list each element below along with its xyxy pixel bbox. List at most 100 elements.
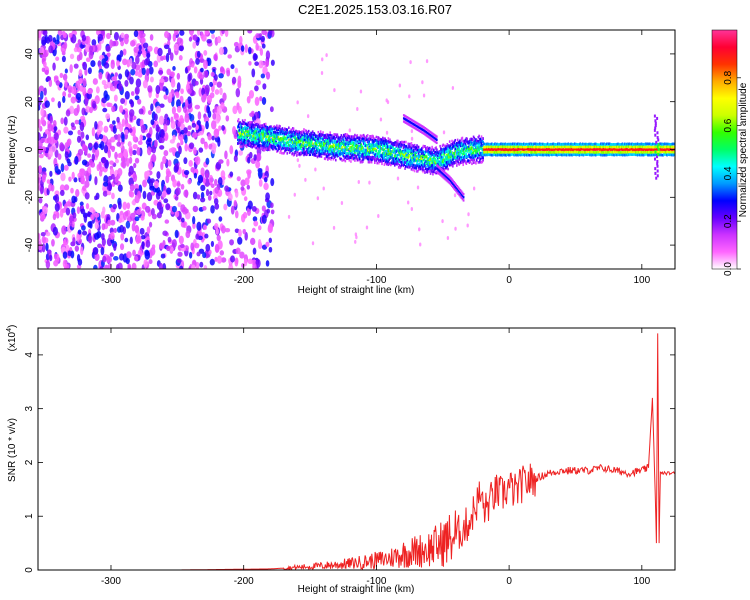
heatmap-cell [209,81,214,87]
heatmap-cell [67,130,74,136]
heatmap-cell [268,246,273,253]
heatmap-cell [331,134,333,137]
heatmap-cell [114,176,119,183]
heatmap-cell [140,124,146,134]
heatmap-cell [116,141,122,147]
heatmap-cell [316,141,319,144]
heatmap-cell [207,133,212,141]
heatmap-cell [470,140,472,144]
heatmap-cell [478,141,480,145]
heatmap-cell [105,45,111,52]
heatmap-cell [249,141,252,145]
heatmap-cell [163,123,168,133]
heatmap-cell [333,88,336,93]
heatmap-cell [138,108,144,115]
heatmap-cell [176,182,181,187]
heatmap-cell [408,145,410,149]
heatmap-cell [148,259,153,265]
heatmap-cell [146,137,152,143]
heatmap-cell [251,227,256,233]
heatmap-cell [335,134,338,138]
heatmap-cell [265,260,270,267]
heatmap-cell [62,32,67,39]
heatmap-cell [425,59,429,64]
heatmap-cell [124,237,129,243]
heatmap-cell [74,245,80,252]
heatmap-cell [335,158,337,162]
heatmap-cell [160,55,164,61]
heatmap-cell [38,89,41,96]
heatmap-cell [187,178,192,185]
heatmap-cell [82,61,88,71]
heatmap-cell [170,120,176,130]
heatmap-cell [282,139,285,143]
heatmap-cell [336,133,339,137]
heatmap-cell [169,71,176,78]
heatmap-cell [395,141,398,144]
heatmap-cell [427,160,429,164]
heatmap-cell [214,89,220,95]
heatmap-cell [302,151,304,155]
heatmap-cell [308,141,311,145]
heatmap-cell [296,150,299,154]
heatmap-cell [41,174,46,183]
heatmap-cell [287,134,289,137]
heatmap-cell [177,251,183,257]
heatmap-cell [413,163,415,167]
heatmap-cell [434,150,437,154]
heatmap-cell [264,122,267,126]
heatmap-cell [101,79,107,86]
heatmap-cell [265,57,269,67]
heatmap-cell [449,145,452,148]
heatmap-cell [191,122,197,128]
heatmap-cell [265,192,270,201]
heatmap-cell [239,251,245,259]
heatmap-cell [339,149,342,153]
heatmap-cell [409,163,412,167]
heatmap-cell [120,161,125,168]
heatmap-cell [268,148,271,152]
heatmap-cell [385,162,388,166]
heatmap-cell [315,145,317,148]
heatmap-cell [188,36,193,42]
heatmap-cell [368,160,371,164]
chart-title: C2E1.2025.153.03.16.R07 [298,2,452,17]
heatmap-cell [87,67,92,75]
heatmap-cell [358,153,360,157]
heatmap-cell [288,140,291,144]
heatmap-cell [162,263,167,269]
heatmap-cell [421,80,424,85]
heatmap-cell [151,244,156,250]
heatmap-cell [368,152,371,156]
heatmap-cell [329,142,332,145]
heatmap-cell [404,161,406,164]
heatmap-cell [462,149,465,152]
heatmap-cell [463,159,466,163]
heatmap-cell [247,46,252,55]
heatmap-cell [418,162,421,166]
heatmap-cell [221,125,225,131]
heatmap-cell [145,239,151,248]
heatmap-cell [389,138,391,142]
heatmap-cell [134,194,140,204]
heatmap-cell [479,157,482,161]
heatmap-cell [178,45,184,52]
heatmap-cell [254,96,260,106]
heatmap-cell [362,147,365,151]
heatmap-cell [449,158,452,161]
heatmap-cell [109,252,114,257]
heatmap-cell [163,132,169,142]
heatmap-cell [155,85,161,95]
heatmap-cell [353,156,355,160]
heatmap-cell [176,82,181,92]
heatmap-cell [445,145,448,148]
heatmap-cell [117,184,123,192]
heatmap-cell [129,191,135,198]
heatmap-cell [60,172,66,182]
heatmap-cell [461,136,464,140]
heatmap-cell [401,160,403,164]
heatmap-cell [63,184,70,191]
heatmap-cell [250,127,253,131]
heatmap-cell [195,233,200,240]
heatmap-cell [77,129,81,135]
